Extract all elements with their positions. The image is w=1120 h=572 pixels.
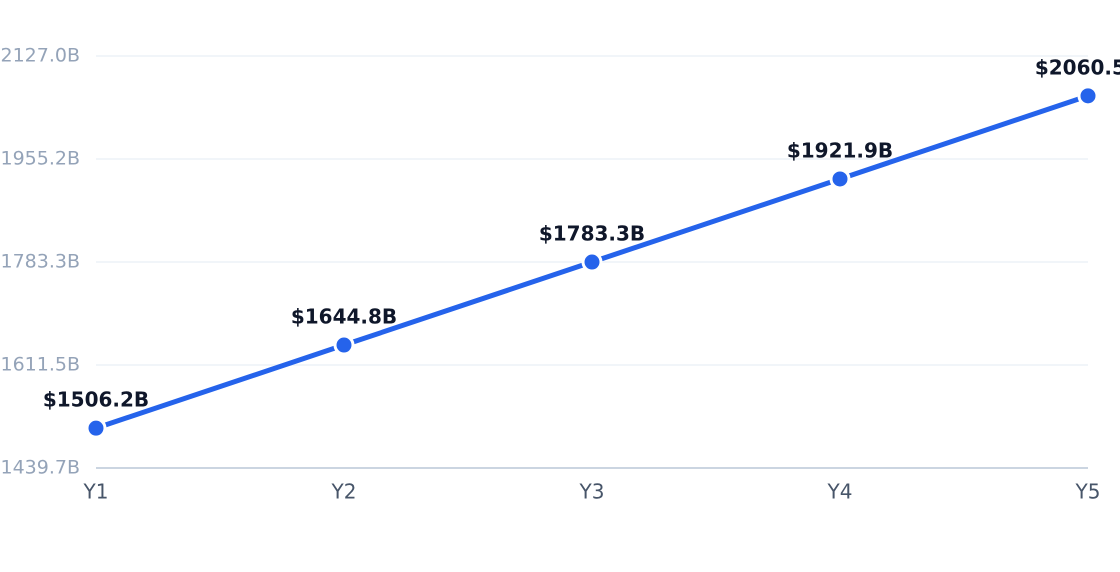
x-tick-label: Y4: [827, 480, 853, 504]
x-tick-label: Y2: [331, 480, 357, 504]
point: [1077, 85, 1099, 107]
y-tick-label: $1783.3B: [0, 251, 80, 273]
data-label: $2060.5B: [1035, 55, 1120, 79]
x-tick-label: Y3: [579, 480, 605, 504]
y-tick-label: $2127.0B: [0, 45, 80, 67]
data-label: $1644.8B: [291, 305, 397, 329]
point: [333, 334, 355, 356]
data-label: $1921.9B: [787, 138, 893, 162]
y-tick-label: $1439.7B: [0, 457, 80, 479]
point: [581, 251, 603, 273]
x-tick-label: Y5: [1075, 480, 1101, 504]
point: [85, 417, 107, 439]
y-tick-label: $1955.2B: [0, 147, 80, 169]
data-label: $1783.3B: [539, 222, 645, 246]
point: [829, 168, 851, 190]
y-tick-label: $1611.5B: [0, 354, 80, 376]
data-label: $1506.2B: [43, 388, 149, 412]
x-tick-label: Y1: [83, 480, 109, 504]
